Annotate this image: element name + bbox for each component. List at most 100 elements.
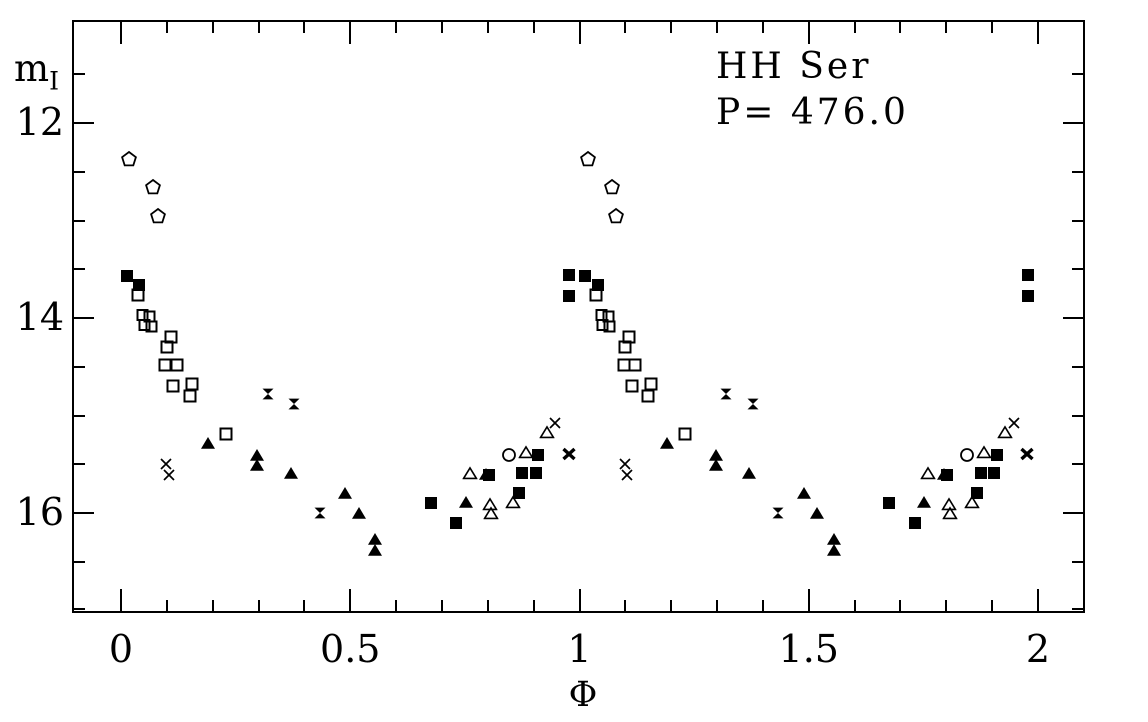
data-point-filled-square <box>1021 289 1034 302</box>
data-point-filled-square <box>974 467 987 480</box>
data-point-filled-triangle <box>458 496 473 509</box>
data-point-filled-square <box>512 486 525 499</box>
data-point-double-open-square <box>138 318 158 333</box>
y-major-tick <box>74 122 94 124</box>
data-point-open-square <box>622 330 636 344</box>
data-point-cross <box>162 468 175 481</box>
x-minor-tick <box>165 600 168 611</box>
data-point-open-pentagon <box>121 150 138 168</box>
x-minor-tick <box>532 22 535 33</box>
y-tick-label: 14 <box>15 295 64 340</box>
data-point-open-square <box>628 358 642 372</box>
data-point-cross <box>621 468 634 481</box>
data-point-open-triangle <box>920 466 936 480</box>
x-minor-tick <box>670 600 673 611</box>
y-minor-tick <box>74 365 85 368</box>
data-point-filled-square <box>579 270 592 283</box>
data-point-hourglass <box>261 388 274 400</box>
data-point-open-triangle <box>462 466 478 480</box>
data-point-open-square <box>589 288 603 302</box>
data-point-open-square <box>164 330 178 344</box>
x-minor-tick <box>991 22 994 33</box>
data-point-open-square <box>185 377 199 391</box>
x-minor-tick <box>211 22 214 33</box>
data-point-open-triangle <box>518 445 534 458</box>
x-minor-tick <box>899 22 902 33</box>
x-minor-tick <box>670 22 673 33</box>
x-minor-tick <box>440 22 443 33</box>
data-point-open-circle <box>501 447 516 462</box>
plot-area: HH Ser P= 476.0 <box>72 20 1085 613</box>
data-point-filled-triangle <box>826 544 841 557</box>
data-point-hourglass <box>288 398 301 410</box>
y-tick-label: 12 <box>15 100 64 145</box>
x-minor-tick <box>991 600 994 611</box>
data-point-filled-square <box>563 289 576 302</box>
data-point-open-triangle <box>997 425 1013 439</box>
data-point-filled-square <box>529 467 542 480</box>
data-point-open-triangle <box>483 506 499 520</box>
y-minor-tick <box>74 463 85 466</box>
y-major-tick <box>1063 317 1083 319</box>
y-major-tick <box>74 512 94 514</box>
x-major-tick <box>578 22 581 44</box>
data-point-filled-square <box>120 270 133 283</box>
data-point-filled-triangle <box>250 459 265 472</box>
y-minor-tick <box>1072 414 1083 417</box>
x-minor-tick <box>853 22 856 33</box>
x-minor-tick <box>303 600 306 611</box>
x-minor-tick <box>761 600 764 611</box>
x-minor-tick <box>899 600 902 611</box>
data-point-filled-square <box>883 497 896 510</box>
y-minor-tick <box>74 560 85 563</box>
data-point-filled-triangle <box>478 468 493 481</box>
x-minor-tick <box>716 22 719 33</box>
y-minor-tick <box>74 608 85 610</box>
data-point-cross <box>1007 417 1020 430</box>
data-point-cross <box>549 417 562 430</box>
data-point-filled-square <box>971 486 984 499</box>
data-point-filled-square <box>424 497 437 510</box>
x-major-tick <box>807 589 810 611</box>
data-point-open-triangle <box>976 445 992 458</box>
data-point-open-square <box>644 377 658 391</box>
x-minor-tick <box>165 22 168 33</box>
data-point-open-triangle <box>539 425 555 439</box>
data-point-open-triangle <box>505 495 521 509</box>
x-minor-tick <box>624 22 627 33</box>
x-minor-tick <box>257 600 260 611</box>
data-point-hourglass <box>720 388 733 400</box>
data-point-filled-square <box>1021 269 1034 282</box>
x-major-tick <box>349 589 352 611</box>
data-point-filled-triangle <box>351 507 366 520</box>
x-tick-label: 0.5 <box>320 627 381 671</box>
data-point-hourglass <box>772 507 785 519</box>
y-major-tick <box>1063 122 1083 124</box>
y-tick-label: 16 <box>15 490 64 535</box>
x-minor-tick <box>532 600 535 611</box>
data-point-open-square <box>678 427 692 441</box>
y-minor-tick <box>74 73 85 76</box>
data-point-filled-square <box>990 448 1003 461</box>
x-minor-tick <box>395 22 398 33</box>
data-point-filled-triangle <box>742 467 757 480</box>
data-point-filled-triangle <box>338 486 353 499</box>
x-major-tick <box>1037 22 1039 44</box>
data-point-filled-triangle <box>826 533 841 546</box>
x-tick-label: 1.5 <box>778 627 839 671</box>
data-point-hourglass <box>746 398 759 410</box>
data-point-asterisk <box>1020 447 1035 460</box>
y-minor-tick <box>1072 219 1083 222</box>
data-point-filled-triangle <box>368 533 383 546</box>
y-minor-tick <box>1072 268 1083 271</box>
y-minor-tick <box>74 268 85 271</box>
data-point-open-pentagon <box>608 207 625 224</box>
x-tick-label: 2 <box>1025 627 1051 671</box>
data-point-filled-triangle <box>201 436 216 449</box>
data-point-open-circle <box>960 447 975 462</box>
data-point-filled-square <box>532 448 545 461</box>
data-point-filled-triangle <box>368 544 383 557</box>
x-minor-tick <box>761 22 764 33</box>
x-minor-tick <box>440 600 443 611</box>
x-minor-tick <box>211 600 214 611</box>
